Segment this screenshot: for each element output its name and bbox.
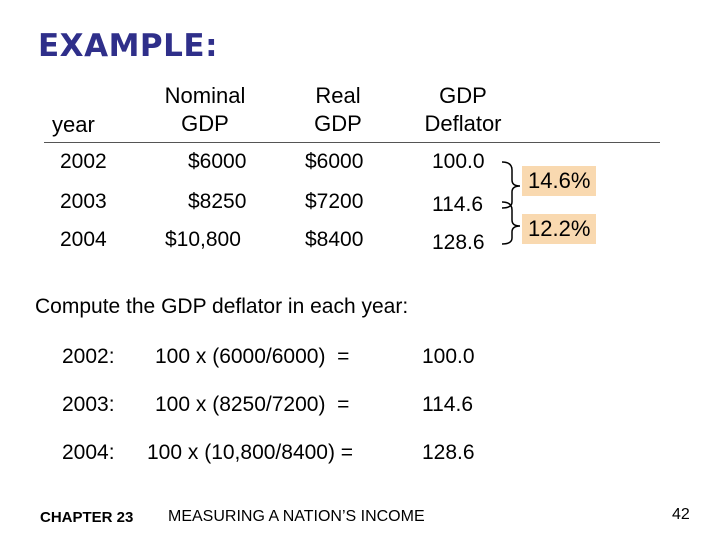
calc-formula: 100 x (6000/6000) = (155, 345, 350, 368)
growth-badge: 14.6% (522, 166, 597, 196)
calc-result: 128.6 (422, 441, 475, 464)
cell-nominal: $8250 (188, 190, 247, 213)
calc-formula: 100 x (8250/7200) = (155, 393, 350, 416)
growth-braces (501, 161, 521, 245)
cell-year: 2003 (60, 190, 107, 213)
header-nominal-gdp: Nominal GDP (164, 83, 246, 136)
page-number: 42 (672, 506, 690, 523)
growth-badge: 12.2% (522, 214, 597, 244)
cell-year: 2002 (60, 150, 107, 173)
cell-nominal: $10,800 (165, 228, 241, 251)
cell-deflator: 114.6 (432, 193, 483, 216)
instruction-text: Compute the GDP deflator in each year: (35, 295, 409, 318)
calc-year: 2003: (62, 393, 115, 416)
cell-real: $6000 (305, 150, 364, 173)
brace-2002-2003 (501, 161, 521, 209)
cell-deflator: 100.0 (432, 150, 485, 173)
header-real-gdp: Real GDP (314, 83, 362, 136)
slide-title: EXAMPLE: (38, 28, 218, 64)
cell-deflator: 128.6 (432, 231, 485, 254)
calc-formula: 100 x (10,800/8400) = (147, 441, 354, 464)
cell-year: 2004 (60, 228, 107, 251)
cell-real: $8400 (305, 228, 364, 251)
cell-real: $7200 (305, 190, 364, 213)
calc-year: 2002: (62, 345, 115, 368)
header-gdp-deflator: GDP Deflator (424, 83, 502, 136)
calc-year: 2004: (62, 441, 115, 464)
footer-chapter: CHAPTER 23 (40, 509, 134, 526)
cell-nominal: $6000 (188, 150, 247, 173)
calc-result: 100.0 (422, 345, 475, 368)
header-divider (44, 142, 660, 143)
brace-2003-2004 (501, 201, 521, 245)
header-year: year (52, 112, 95, 137)
footer-section: MEASURING A NATION’S INCOME (168, 508, 425, 525)
calc-result: 114.6 (422, 393, 473, 416)
